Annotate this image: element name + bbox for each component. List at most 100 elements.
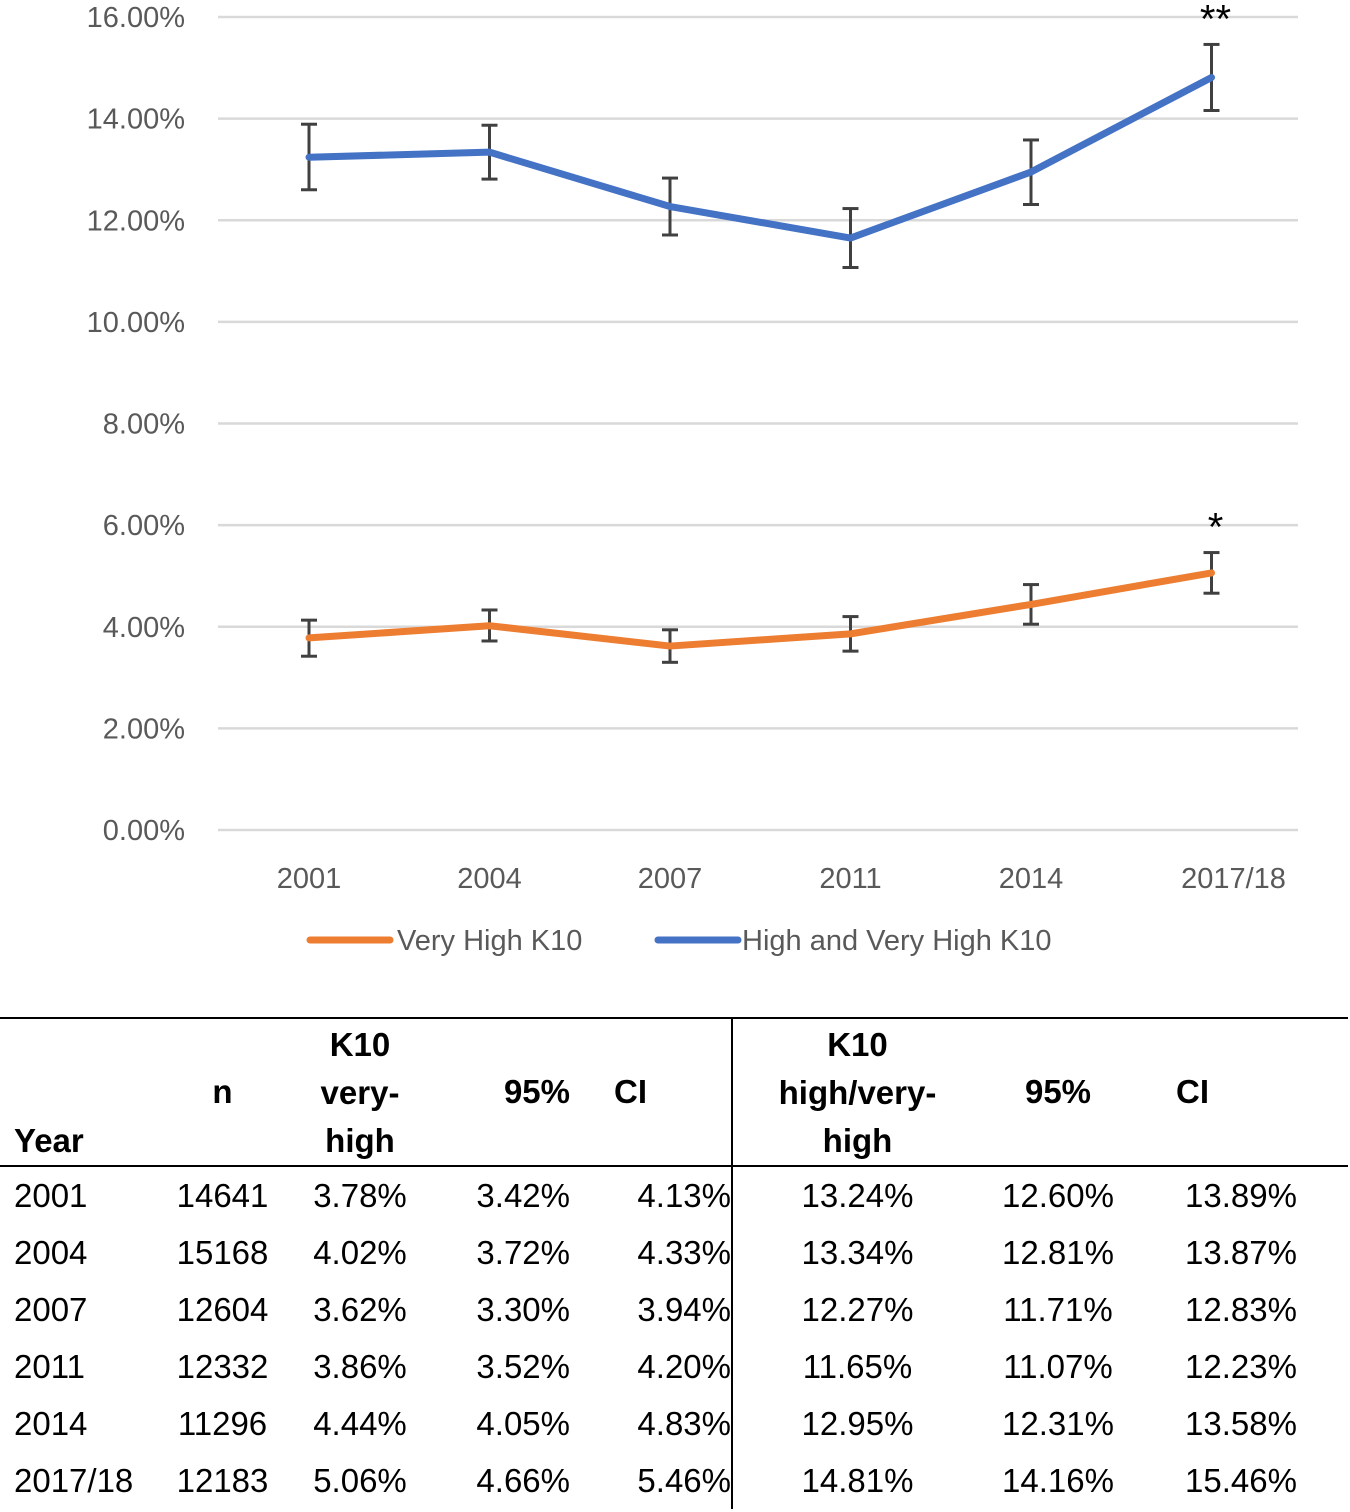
x-tick-label: 2014 — [999, 863, 1064, 895]
table-cell: 11.07% — [1003, 1348, 1113, 1385]
table-cell: 2007 — [14, 1291, 88, 1328]
table-cell: 14.16% — [1002, 1462, 1114, 1499]
table-cell: 11.71% — [1003, 1291, 1113, 1328]
table-cell: 4.13% — [570, 1166, 733, 1224]
series-line — [305, 569, 1215, 650]
table-cell: 14.81% — [801, 1462, 914, 1499]
table-cell: 4.02% — [313, 1234, 407, 1271]
series-line — [305, 73, 1215, 242]
y-tick-label: 8.00% — [103, 409, 185, 441]
table-cell: 3.52% — [476, 1348, 570, 1385]
legend-label-high-and-very-high: High and Very High K10 — [742, 925, 1052, 957]
y-tick-label: 4.00% — [103, 612, 185, 644]
header-year: Year — [14, 1122, 84, 1159]
table-cell: 3.78% — [313, 1177, 407, 1214]
y-tick-label: 12.00% — [87, 205, 185, 237]
header-k10-high-very-high: K10 high/very- high — [732, 1018, 982, 1166]
header-k10-very-high: K10 very- high — [290, 1018, 430, 1166]
table-cell: 4.66% — [476, 1462, 570, 1499]
table-cell: 13.34% — [801, 1234, 914, 1271]
header-ci-b: CI — [1176, 1073, 1209, 1110]
x-tick-label: 2001 — [277, 863, 342, 895]
y-tick-label: 10.00% — [87, 307, 185, 339]
x-tick-label: 2007 — [638, 863, 703, 895]
table-cell: 13.87% — [1185, 1234, 1297, 1271]
table-cell: 13.24% — [801, 1177, 914, 1214]
table-cell: 14641 — [176, 1177, 269, 1214]
table-cell: 12.23% — [1185, 1348, 1297, 1385]
table-cell: 3.94% — [570, 1281, 733, 1338]
table-cell: 12.31% — [1002, 1405, 1114, 1442]
table-cell: 12.83% — [1185, 1291, 1297, 1328]
table-row: 2011 12332 3.86% 3.52% 4.20% 11.65% 11.07% 12.2… — [0, 1338, 1348, 1395]
table-row: 2001 14641 3.78% 3.42% 4.13% 13.24% 12.60% 13.8… — [0, 1166, 1348, 1224]
table-cell: 3.72% — [476, 1234, 570, 1271]
series-0: * — [301, 506, 1224, 664]
y-tick-label: 2.00% — [103, 713, 185, 745]
y-tick-label: 6.00% — [103, 510, 185, 542]
header-95-a: 95% — [503, 1073, 570, 1110]
table-cell: 4.20% — [570, 1338, 733, 1395]
table-cell: 15168 — [176, 1234, 269, 1271]
table-cell: 4.33% — [570, 1224, 733, 1281]
table-row: 2017/18 12183 5.06% 4.66% 5.46% 14.81% 14.16% 1… — [0, 1452, 1348, 1509]
gridlines — [218, 15, 1298, 832]
y-tick-label: 14.00% — [87, 104, 185, 136]
table-cell: 12.81% — [1002, 1234, 1114, 1271]
data-table: Year n K10 very- high 95% CI K10 high/ve… — [0, 1017, 1348, 1509]
x-tick-label: 2017/18 — [1181, 863, 1286, 895]
header-95-b: 95% — [1024, 1073, 1092, 1110]
x-axis-tick-labels: 2001 2004 2007 2011 2014 2017/18 — [277, 863, 1286, 895]
table-cell: 3.30% — [476, 1291, 570, 1328]
table-cell: 12.27% — [801, 1291, 914, 1328]
header-k10-very-high-line: high — [325, 1122, 395, 1159]
x-tick-label: 2011 — [819, 863, 881, 895]
table-row: 2004 15168 4.02% 3.72% 4.33% 13.34% 12.81% 13.8… — [0, 1224, 1348, 1281]
table-cell: 12604 — [176, 1291, 269, 1328]
legend: Very High K10 High and Very High K10 — [306, 925, 1052, 957]
table-cell: 2014 — [14, 1405, 88, 1442]
table-row: 2007 12604 3.62% 3.30% 3.94% 12.27% 11.71% 12.8… — [0, 1281, 1348, 1338]
header-k10-high-very-high-line: K10 — [827, 1026, 888, 1063]
table-cell: 3.62% — [313, 1291, 407, 1328]
series-lines: *** — [301, 0, 1231, 664]
y-tick-label: 0.00% — [103, 815, 185, 847]
significance-mark: ** — [1200, 0, 1231, 41]
significance-mark: * — [1208, 506, 1224, 550]
header-k10-high-very-high-line: high/very- — [778, 1074, 937, 1111]
table-cell: 2004 — [14, 1234, 88, 1271]
header-k10-high-very-high-line: high — [822, 1122, 893, 1159]
table-body: 2001 14641 3.78% 3.42% 4.13% 13.24% 12.60% 13.8… — [0, 1166, 1348, 1509]
table-header-row: Year n K10 very- high 95% CI K10 high/ve… — [0, 1018, 1348, 1166]
table-cell: 5.46% — [570, 1452, 733, 1509]
x-tick-label: 2004 — [457, 863, 522, 895]
y-tick-label: 16.00% — [87, 2, 185, 34]
table-cell: 3.86% — [313, 1348, 407, 1385]
series-1: ** — [301, 0, 1231, 270]
table-row: 2014 11296 4.44% 4.05% 4.83% 12.95% 12.31% 13.5… — [0, 1395, 1348, 1452]
table-cell: 12.60% — [1002, 1177, 1114, 1214]
table-cell: 4.83% — [570, 1395, 733, 1452]
y-axis-tick-labels: 0.00% 2.00% 4.00% 6.00% 8.00% 10.00% 12.00% 14.… — [87, 2, 185, 847]
table-cell: 2011 — [14, 1348, 85, 1385]
table-cell: 5.06% — [313, 1462, 407, 1499]
table-cell: 12183 — [176, 1462, 269, 1499]
table-cell: 2001 — [14, 1177, 88, 1214]
table-cell: 12332 — [176, 1348, 269, 1385]
header-ci-a: CI — [570, 1018, 733, 1166]
table-cell: 3.42% — [476, 1177, 570, 1214]
line-chart: 0.00% 2.00% 4.00% 6.00% 8.00% 10.00% 12.00% 14.… — [87, 0, 1298, 957]
table-cell: 11296 — [177, 1405, 268, 1442]
header-k10-very-high-line: very- — [320, 1074, 400, 1111]
table-cell: 11.65% — [802, 1348, 913, 1385]
header-n: n — [212, 1073, 233, 1110]
table-cell: 4.05% — [476, 1405, 570, 1442]
table-cell: 2017/18 — [14, 1462, 134, 1499]
table-cell: 13.89% — [1185, 1177, 1297, 1214]
table-cell: 15.46% — [1185, 1462, 1297, 1499]
table-cell: 13.58% — [1185, 1405, 1297, 1442]
table-cell: 12.95% — [801, 1405, 914, 1442]
legend-label-very-high: Very High K10 — [397, 925, 582, 957]
table-cell: 4.44% — [313, 1405, 407, 1442]
header-k10-very-high-line: K10 — [329, 1026, 391, 1063]
